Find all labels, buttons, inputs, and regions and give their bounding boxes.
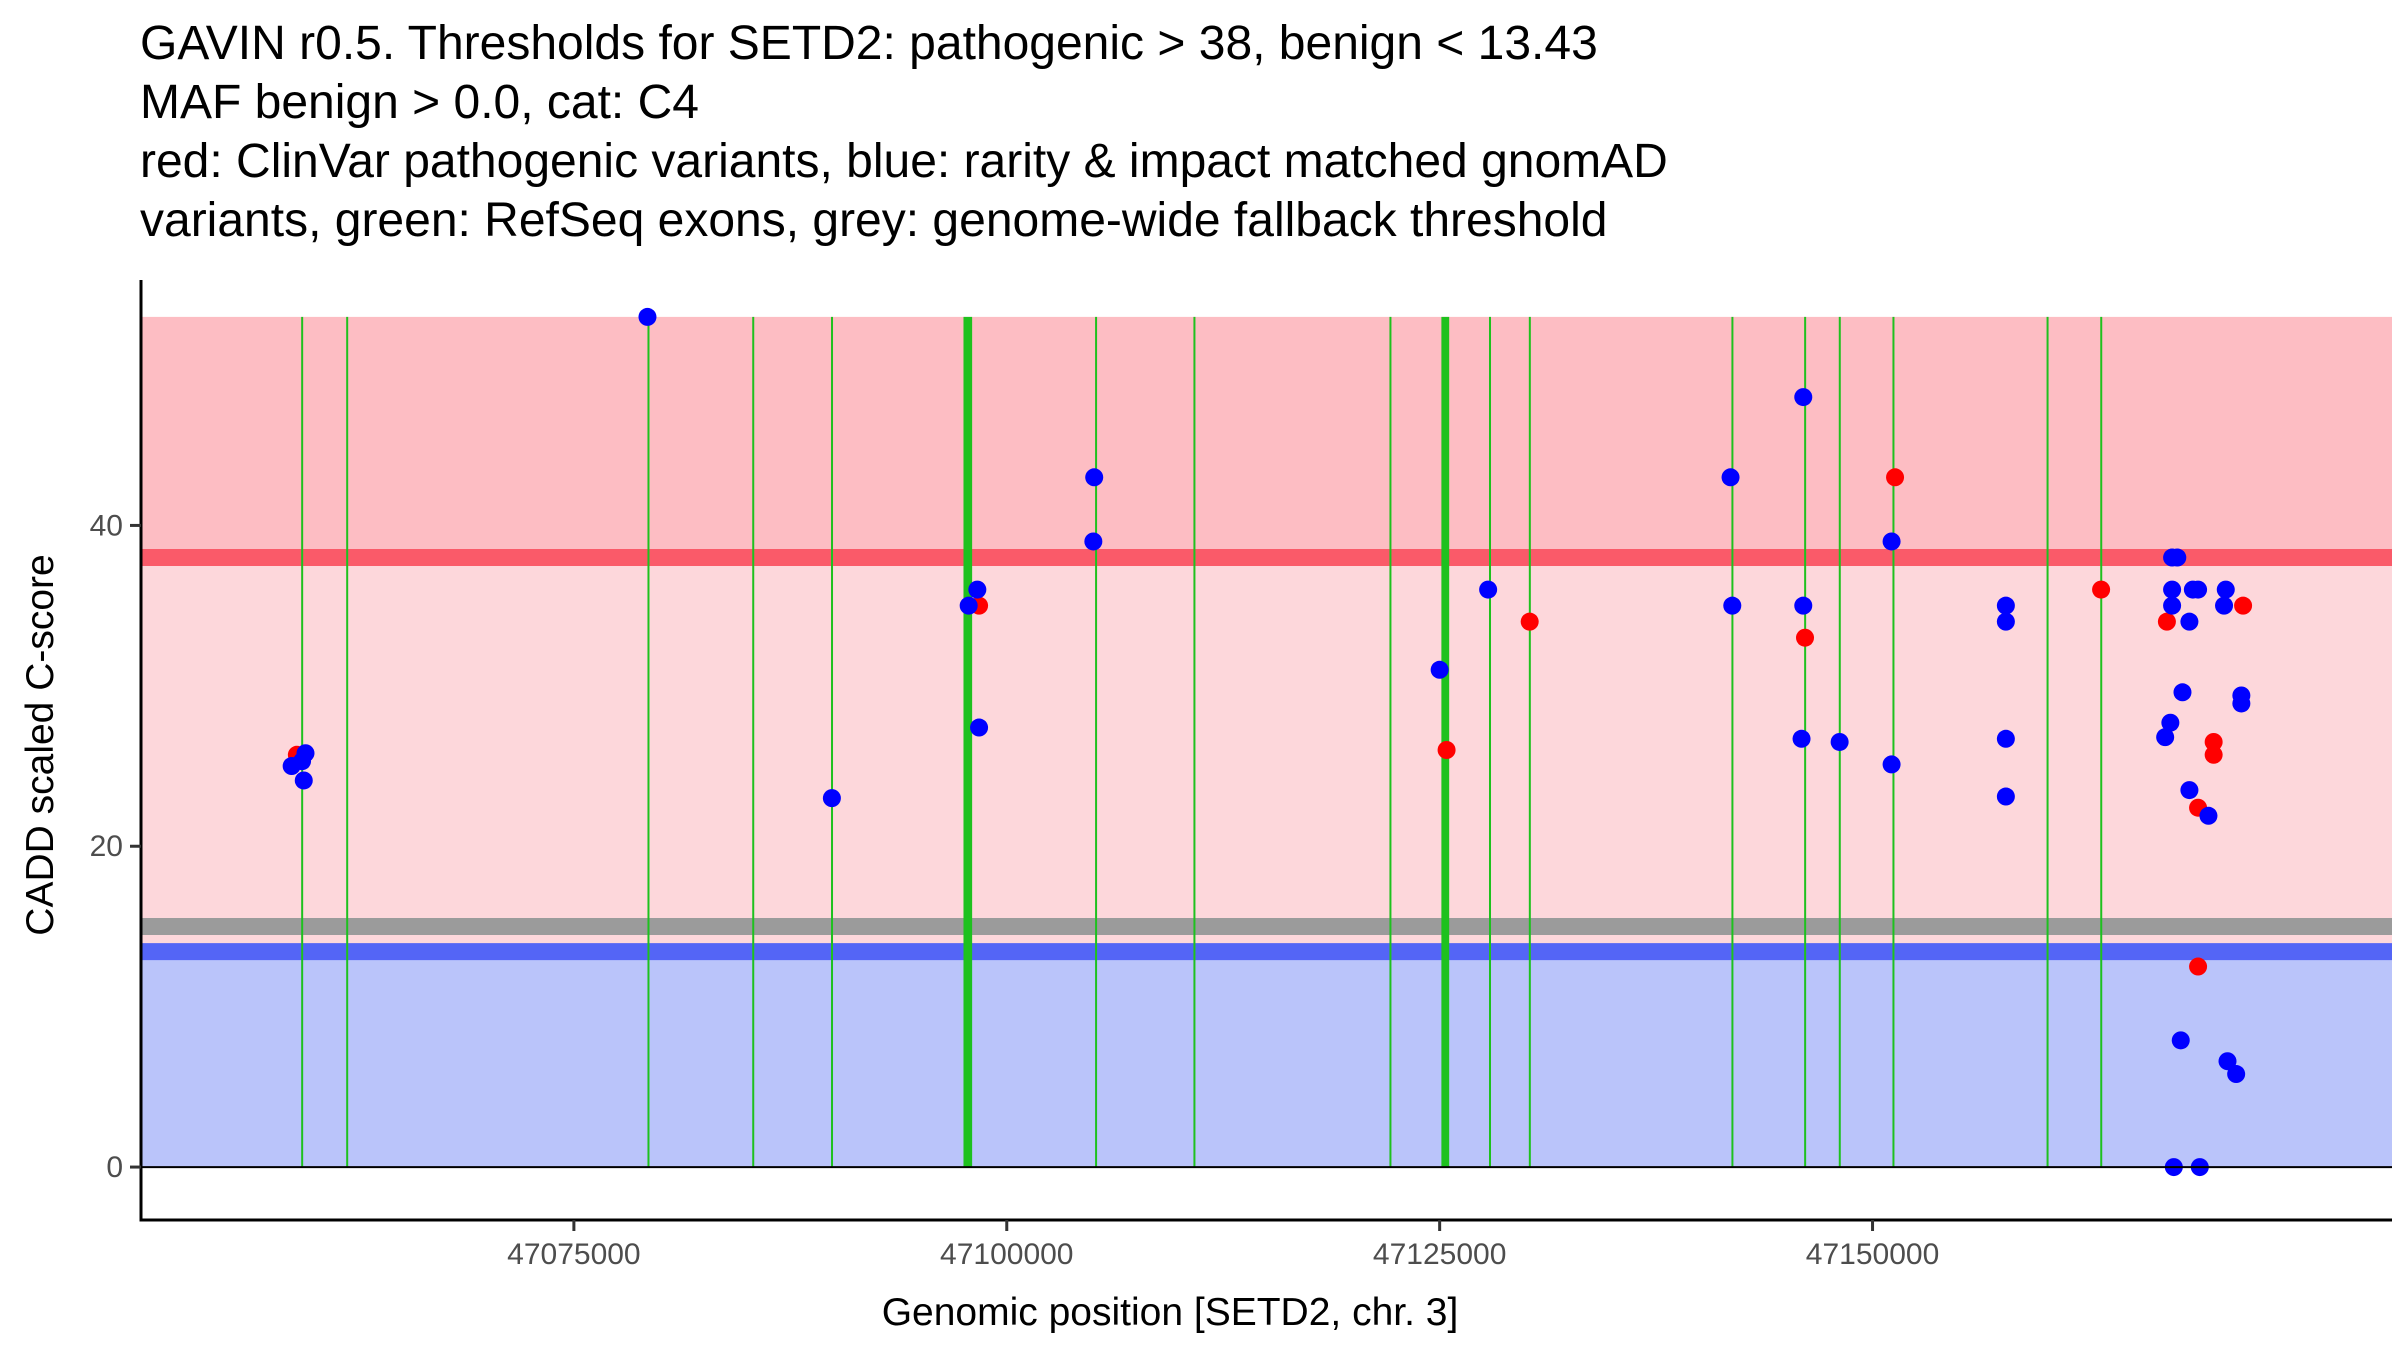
gnomad-point: [2161, 713, 2180, 732]
clinvar-point: [1520, 612, 1539, 631]
gnomad-point: [294, 771, 313, 790]
x-axis-title: Genomic position [SETD2, chr. 3]: [882, 1291, 1459, 1334]
gnomad-point: [2173, 683, 2192, 702]
exon-marker: [346, 316, 349, 1168]
exon-marker: [301, 316, 304, 1168]
gnomad-point: [970, 718, 989, 737]
title-line-3: red: ClinVar pathogenic variants, blue: …: [140, 135, 1668, 188]
exon-marker: [963, 316, 973, 1168]
clinvar-point: [1796, 628, 1815, 647]
gnomad-point: [822, 789, 841, 808]
clinvar-point: [2189, 957, 2208, 976]
exon-marker: [752, 316, 755, 1168]
title-line-2: MAF benign > 0.0, cat: C4: [140, 76, 699, 129]
x-tick-label: 47125000: [1373, 1238, 1506, 1271]
clinvar-point: [1437, 741, 1456, 759]
gnomad-point: [2232, 694, 2251, 713]
x-tick-label: 47075000: [507, 1238, 640, 1271]
gnomad-point: [2215, 596, 2234, 615]
y-tick-label: 20: [90, 830, 123, 863]
exon-marker: [1389, 316, 1392, 1168]
gnomad-point: [2216, 580, 2235, 599]
clinvar-point: [2204, 732, 2223, 751]
title-line-1: GAVIN r0.5. Thresholds for SETD2: pathog…: [140, 17, 1598, 70]
gnomad-point: [1794, 388, 1813, 407]
gnomad-point: [1084, 532, 1103, 551]
variant-points: [282, 307, 2253, 1177]
gnomad-point: [2180, 781, 2199, 800]
gnomad-point: [1996, 787, 2015, 806]
exon-marker: [1489, 316, 1492, 1168]
x-tick-label: 47150000: [1806, 1238, 1939, 1271]
clinvar-point: [2157, 612, 2176, 631]
gnomad-point: [2163, 596, 2182, 615]
exon-marker: [1731, 316, 1734, 1168]
clinvar-point: [1886, 468, 1905, 487]
gnomad-point: [1996, 596, 2015, 615]
title-line-4: variants, green: RefSeq exons, grey: gen…: [140, 194, 1608, 247]
exon-marker: [1892, 316, 1895, 1168]
gnomad-point: [1830, 732, 1849, 751]
gnomad-point: [2171, 1031, 2190, 1050]
gnomad-point: [2189, 580, 2208, 599]
gnomad-point: [2163, 580, 2182, 599]
gnomad-point: [638, 307, 657, 326]
gnomad-point: [968, 580, 987, 599]
gnomad-point: [1882, 532, 1901, 551]
clinvar-point: [2092, 580, 2111, 599]
gnomad-point: [1996, 612, 2015, 631]
gnomad-point: [1479, 580, 1498, 599]
clinvar-point: [2234, 596, 2253, 615]
gnomad-point: [1996, 729, 2015, 748]
gnomad-point: [959, 596, 978, 615]
y-axis-title: CADD scaled C-score: [19, 554, 62, 935]
exon-marker: [1193, 316, 1196, 1168]
gnomad-point: [1723, 596, 1742, 615]
exon-marker: [647, 316, 650, 1168]
benign-zone: [141, 951, 2392, 1168]
clinvar-point: [2204, 745, 2223, 764]
gnomad-point: [1794, 596, 1813, 615]
exon-marker: [1095, 316, 1098, 1168]
gnomad-point: [296, 744, 315, 763]
y-tick-label: 40: [90, 509, 123, 542]
pathogenic-zone: [141, 316, 2392, 558]
gnomad-point: [2218, 1052, 2237, 1071]
gnomad-point: [2156, 728, 2175, 747]
threshold-bands: [141, 316, 2392, 1168]
exon-marker: [2100, 316, 2103, 1168]
uncertain-zone: [141, 557, 2392, 952]
gnomad-series: [282, 307, 2251, 1177]
x-tick-label: 47100000: [940, 1238, 1073, 1271]
gnomad-point: [1721, 468, 1740, 487]
gnomad-point: [2180, 612, 2199, 631]
exon-marker: [1528, 316, 1531, 1168]
chart-title: GAVIN r0.5. Thresholds for SETD2: pathog…: [140, 14, 1668, 250]
y-tick-label: 0: [106, 1151, 123, 1184]
exon-marker: [831, 316, 834, 1168]
gnomad-point: [1882, 755, 1901, 774]
exon-marker: [2046, 316, 2049, 1168]
gnomad-point: [1792, 729, 1811, 748]
gnomad-point: [1430, 660, 1449, 679]
gnomad-point: [2227, 1065, 2246, 1084]
gnomad-point: [2168, 548, 2187, 567]
gnomad-point: [2199, 806, 2218, 825]
axes: 0 20 40 47075000 47100000 47125000 47150000: [90, 280, 2392, 1271]
gnomad-point: [1085, 468, 1104, 487]
